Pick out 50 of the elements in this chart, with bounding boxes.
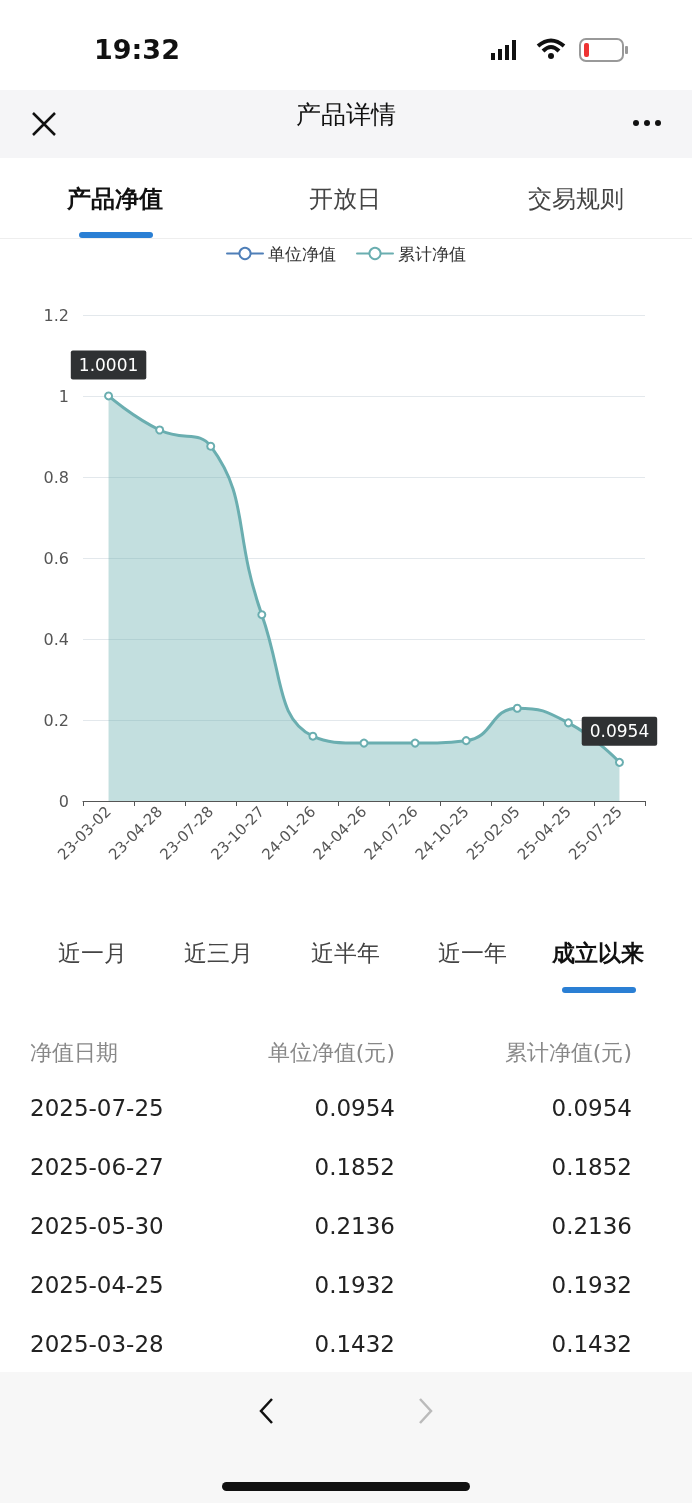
text: 净值日期 <box>30 1039 118 1067</box>
text: 近三月 <box>183 940 253 966</box>
text: 0.1932 <box>551 1272 632 1298</box>
text: 近半年 <box>310 940 380 966</box>
text: 0.1852 <box>314 1154 395 1180</box>
y-tick-label: 0.2 <box>43 710 69 730</box>
y-tick-label: 0.6 <box>43 548 69 568</box>
text: 0.1852 <box>551 1154 632 1180</box>
point <box>359 738 369 748</box>
point <box>257 610 267 620</box>
text: 0.1432 <box>314 1331 395 1357</box>
text: 2025-04-25 <box>30 1272 164 1298</box>
text: 近一年 <box>437 940 507 966</box>
point <box>461 736 471 746</box>
text: 2025-06-27 <box>30 1154 164 1180</box>
chart-title: 产品详情 <box>295 99 397 131</box>
point <box>155 425 165 435</box>
legend-label: 单位净值 <box>268 243 336 264</box>
text: 开放日 <box>308 184 382 215</box>
text: 0.2136 <box>551 1213 632 1239</box>
text: 2025-07-25 <box>30 1095 164 1121</box>
text: 0.2136 <box>314 1213 395 1239</box>
text: 0.0954 <box>551 1095 632 1121</box>
data-label: 1.0001 <box>78 354 139 375</box>
text: 2025-03-28 <box>30 1331 164 1357</box>
text: 产品净值 <box>66 184 164 215</box>
y-tick-label: 1.2 <box>43 305 69 325</box>
text: 单位净值(元) <box>267 1039 395 1067</box>
text: 0.0954 <box>314 1095 395 1121</box>
point <box>614 757 624 767</box>
y-tick-label: 1 <box>58 386 69 406</box>
text: 近一月 <box>57 940 127 966</box>
y-tick-label: 0.4 <box>43 629 69 649</box>
point <box>104 391 114 401</box>
y-tick-label: 0 <box>58 791 69 811</box>
point <box>563 718 573 728</box>
y-tick-label: 0.8 <box>43 467 69 487</box>
text: 0.1932 <box>314 1272 395 1298</box>
legend-label: 累计净值 <box>398 243 466 264</box>
point <box>512 703 522 713</box>
text: 成立以来 <box>552 940 644 966</box>
point <box>410 738 420 748</box>
text: 累计净值(元) <box>504 1039 632 1067</box>
text: 2025-05-30 <box>30 1213 164 1239</box>
text: 19:32 <box>94 34 180 65</box>
text: 0.1432 <box>551 1331 632 1357</box>
data-label: 0.0954 <box>589 721 650 742</box>
text: 交易规则 <box>527 184 625 215</box>
point <box>308 731 318 741</box>
point <box>206 441 216 451</box>
